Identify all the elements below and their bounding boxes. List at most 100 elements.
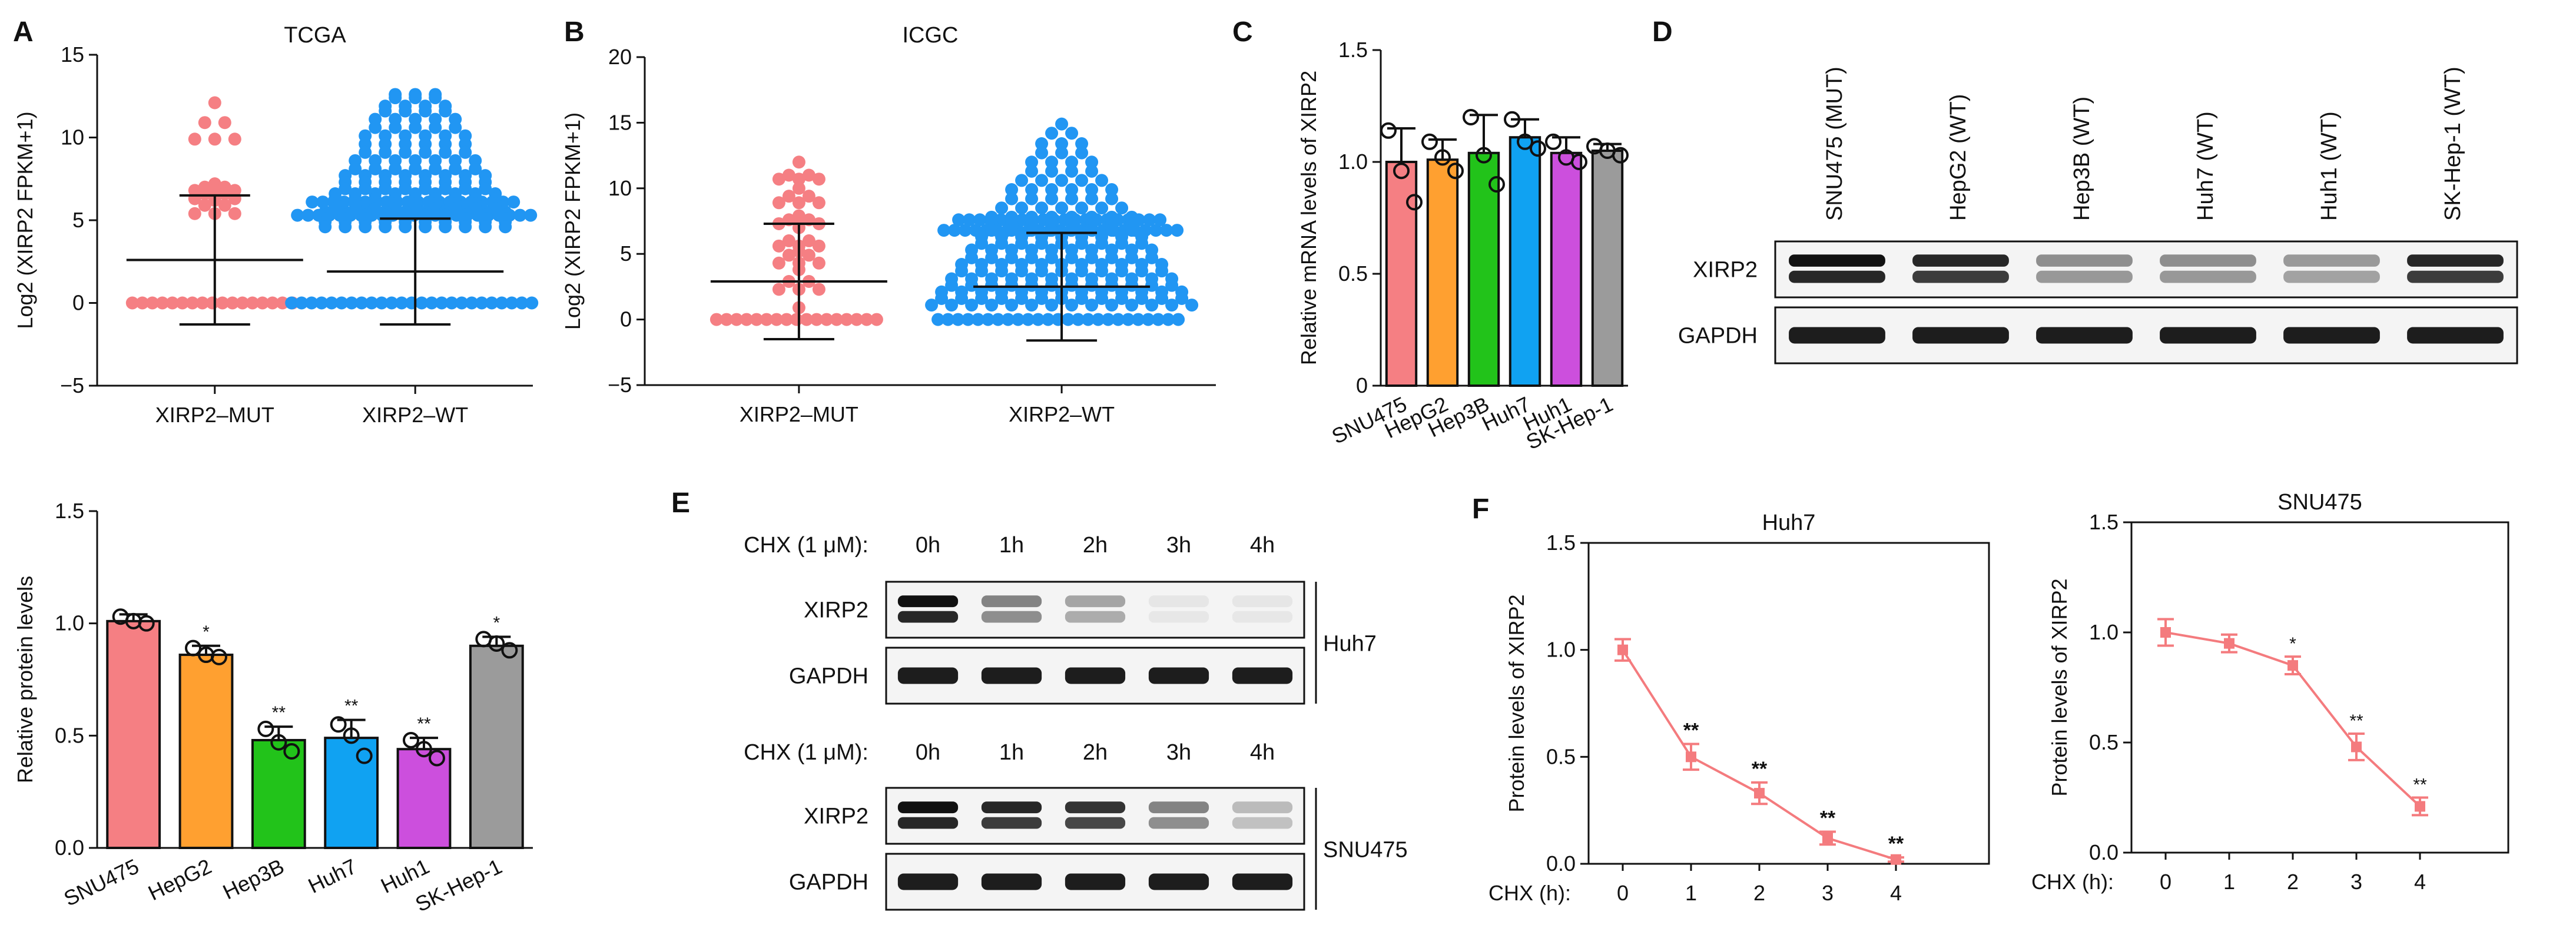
blot-e-membrane [885,581,1305,639]
protein-band [1789,254,1885,267]
panel-f1-plot-frame [1587,542,1990,865]
data-point [188,207,201,220]
data-point [479,220,492,234]
data-point [1075,137,1089,151]
zero-point [800,313,813,326]
panel-f2-y-tick-label: 1.0 [2089,620,2119,644]
data-point [1125,251,1139,264]
data-point [1085,299,1099,312]
data-point [1105,224,1119,237]
data-point [1035,201,1049,215]
zero-point [820,313,833,326]
panel-b-y-tick-label: −5 [608,373,632,397]
data-point [399,104,412,118]
data-point [1822,833,1833,844]
data-point [198,187,211,201]
panel-c-y-tick-label: 0.5 [1338,261,1368,286]
replicate-point [1517,133,1533,150]
zero-point [465,296,479,310]
data-point [1015,201,1029,215]
data-point [802,234,815,247]
replicate-point [283,743,300,760]
protein-band [2036,270,2133,283]
panel-c-y-tick-label: 0 [1356,373,1368,397]
data-point [459,145,472,159]
panel-c-y-tick-label: 1.0 [1338,150,1368,174]
protein-band [1148,801,1209,814]
bar [1509,136,1541,387]
data-point [389,162,402,175]
zero-point [155,296,169,310]
zero-point [165,296,179,310]
data-point [379,220,392,234]
zero-point [455,296,469,310]
zero-point [860,313,873,326]
data-point [1105,192,1119,206]
dense-point [952,213,966,227]
zero-point [1102,313,1115,326]
data-point [935,291,949,305]
panel-f2-plot-frame [2130,521,2509,854]
zero-point [740,313,753,326]
zero-point [962,313,975,326]
protein-band [2283,327,2380,344]
replicate-point [330,716,347,733]
zero-point [375,296,389,310]
zero-point [1112,313,1125,326]
zero-point [285,296,299,310]
blot-d-lane-label: SNU475 (MUT) [1822,67,1847,221]
panel-f1-title: Huh7 [1762,511,1816,535]
zero-point [195,296,209,310]
data-point [1045,279,1059,292]
data-point [429,121,442,134]
data-point [995,291,1009,305]
zero-point [385,296,399,310]
data-point [782,248,795,262]
protein-band [1148,873,1209,890]
data-point [1055,146,1069,160]
blot-e-chx-header: CHX (1 μM): [744,533,868,558]
blot-e-time-label: 1h [999,740,1024,765]
x-tick-label: XIRP2–MUT [740,402,858,426]
data-point [2224,638,2234,649]
zero-point [226,296,239,310]
x-tick-label: SNU475 [60,854,142,911]
dense-point [963,213,976,227]
data-point [1185,299,1199,312]
data-point [2351,741,2362,753]
panel-f-snu475-line-chart: 0.0 0.5 1.0 1.5 Protein levels of XIRP2 SNU47… [2031,490,2509,894]
data-point [985,224,999,237]
replicate-point [1434,149,1451,166]
protein-band [1912,327,2009,344]
protein-band [1148,595,1209,608]
data-point [812,196,825,210]
data-point [1055,201,1069,215]
replicate-point [1476,147,1492,164]
replicate-point [1393,163,1410,180]
zero-point [850,313,863,326]
replicate-point [1571,154,1587,170]
series-line [1622,649,1897,861]
protein-band [1065,611,1126,623]
dense-point [948,224,962,237]
data-point [955,264,969,278]
data-point [1686,751,1696,763]
significance-label: ** [1820,807,1836,830]
data-point [995,201,1009,215]
data-point [792,181,805,195]
x-tick-label: 4 [1890,881,1902,905]
protein-band [1065,817,1126,829]
protein-band [981,873,1042,890]
blot-d-lane-label: HepG2 (WT) [1946,94,1971,221]
protein-band [1232,817,1293,829]
x-tick-label: Hep3B [219,854,288,904]
data-point [1025,279,1039,292]
zero-point [1032,313,1045,326]
replicate-point [1421,133,1438,150]
x-tick-label: HepG2 [144,854,216,905]
zero-point [1172,313,1185,326]
data-point [439,145,452,159]
x-tick-label: XIRP2–WT [1009,402,1115,426]
blot-e-chx-header: CHX (1 μM): [744,740,868,765]
